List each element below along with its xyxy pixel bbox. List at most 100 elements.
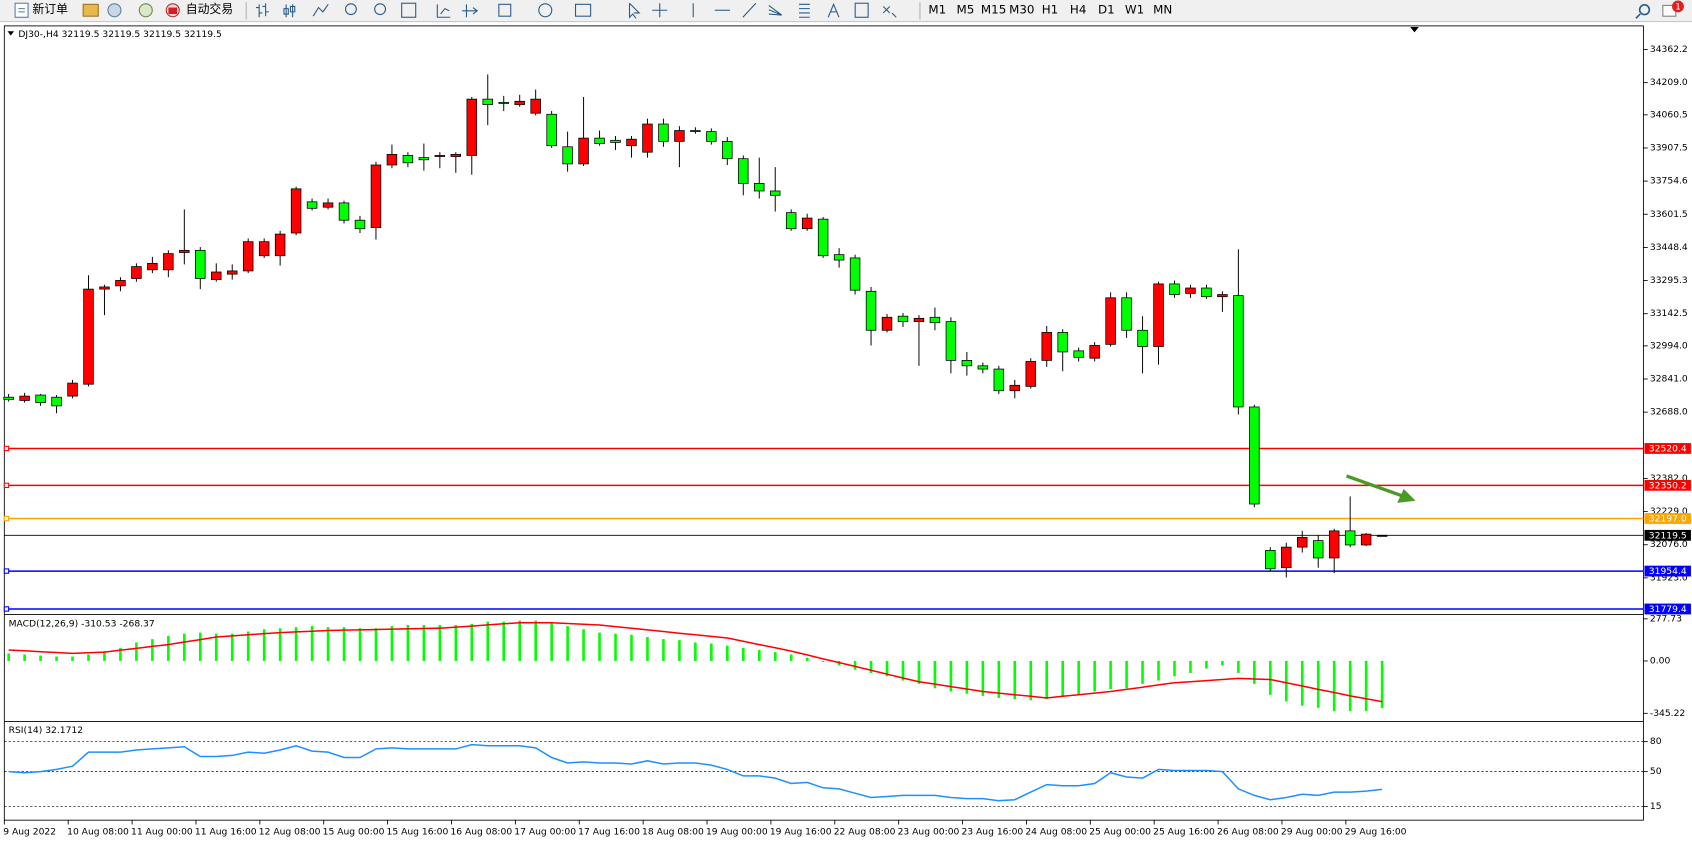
x-tick-label: 26 Aug 08:00 bbox=[1217, 827, 1279, 838]
x-tick-label: 15 Aug 16:00 bbox=[387, 827, 449, 838]
x-tick-label: 29 Aug 00:00 bbox=[1281, 827, 1343, 838]
candle-body bbox=[1376, 534, 1388, 537]
autoscroll-button[interactable] bbox=[436, 4, 451, 18]
new-order-button[interactable]: 新订单 bbox=[14, 2, 68, 18]
search-button[interactable] bbox=[1638, 4, 1651, 16]
timeframe-button[interactable]: M30 bbox=[1009, 3, 1034, 17]
candle-body bbox=[578, 137, 589, 165]
candle-body bbox=[993, 368, 1005, 392]
candle-body bbox=[1185, 287, 1196, 294]
icon-button[interactable] bbox=[107, 3, 122, 18]
macd-bar bbox=[119, 647, 122, 661]
level-label: 32350.2 bbox=[1649, 480, 1687, 491]
collapse-marker bbox=[7, 31, 15, 36]
candle-chart-button[interactable] bbox=[283, 4, 296, 18]
level-label: 31954.4 bbox=[1649, 566, 1687, 577]
timeframe-button[interactable]: H4 bbox=[1070, 3, 1086, 17]
timeframe-button[interactable]: D1 bbox=[1098, 3, 1115, 17]
macd-bar bbox=[326, 627, 330, 661]
candle-body bbox=[131, 266, 142, 279]
y-tick-label: 32688.0 bbox=[1650, 407, 1688, 418]
level-label: 32520.4 bbox=[1649, 444, 1687, 455]
trendline-button[interactable] bbox=[742, 2, 757, 18]
cursor-button[interactable] bbox=[628, 2, 641, 19]
y-tick-label: 31923.0 bbox=[1650, 572, 1688, 583]
period-button[interactable] bbox=[538, 3, 553, 18]
template-button[interactable] bbox=[574, 3, 592, 17]
timeframe-button[interactable]: M5 bbox=[957, 3, 975, 17]
shift-marker bbox=[1410, 26, 1419, 33]
icon-button[interactable] bbox=[82, 3, 99, 17]
fibo-button[interactable] bbox=[799, 3, 810, 18]
candle-body bbox=[322, 202, 334, 208]
macd-bar bbox=[741, 647, 745, 661]
macd-bar bbox=[1109, 660, 1112, 690]
macd-bar bbox=[1269, 660, 1272, 695]
notification-badge bbox=[1672, 0, 1684, 13]
icon bbox=[14, 2, 29, 18]
candle-body bbox=[418, 157, 430, 161]
auto-trading-button[interactable]: 自动交易 bbox=[165, 2, 233, 18]
timeframe-button[interactable]: M15 bbox=[981, 3, 1006, 17]
macd-bar bbox=[1077, 660, 1080, 695]
macd-bar bbox=[151, 639, 154, 661]
macd-bar bbox=[183, 633, 186, 661]
bar-chart-button[interactable] bbox=[255, 3, 269, 18]
macd-bar bbox=[470, 623, 474, 661]
candle-body bbox=[594, 137, 605, 144]
macd-bar bbox=[518, 620, 521, 661]
x-tick-label: 11 Aug 00:00 bbox=[131, 827, 193, 838]
candle-body bbox=[450, 153, 462, 157]
line-chart-button[interactable] bbox=[312, 4, 329, 17]
candle-body bbox=[19, 395, 30, 401]
macd-bar bbox=[103, 651, 106, 661]
candle-body bbox=[658, 123, 669, 142]
candle-body bbox=[1265, 549, 1276, 570]
timeframe-button[interactable]: H1 bbox=[1042, 3, 1058, 17]
level-label-bg bbox=[1644, 603, 1691, 615]
x-tick-label: 17 Aug 00:00 bbox=[514, 827, 576, 838]
zoom-in-button[interactable] bbox=[344, 3, 357, 16]
candle-body bbox=[258, 241, 270, 257]
timeframe-button[interactable]: W1 bbox=[1125, 3, 1144, 17]
candle-body bbox=[370, 164, 382, 228]
shapes-button[interactable] bbox=[882, 6, 897, 18]
text-button[interactable] bbox=[827, 2, 840, 18]
arrow-head bbox=[1397, 488, 1416, 503]
macd-bar bbox=[598, 632, 601, 661]
candle-body bbox=[242, 241, 254, 272]
macd-bar bbox=[198, 632, 202, 661]
candle-body bbox=[1233, 295, 1244, 408]
timeframe-button[interactable]: M1 bbox=[928, 3, 946, 17]
candle-body bbox=[1025, 361, 1036, 387]
y-tick-label: 50 bbox=[1650, 766, 1662, 777]
x-tick-label: 18 Aug 08:00 bbox=[642, 827, 704, 838]
y-tick-label: 34209.0 bbox=[1650, 77, 1688, 88]
timeframe-button[interactable]: MN bbox=[1153, 3, 1172, 17]
y-tick-label: 34362.2 bbox=[1650, 44, 1688, 55]
channel-button[interactable] bbox=[768, 4, 783, 16]
notification-count: 1 bbox=[1675, 3, 1681, 13]
zoom-out-button[interactable] bbox=[374, 3, 387, 16]
label-button[interactable] bbox=[854, 2, 869, 18]
y-tick-label: 33295.3 bbox=[1650, 275, 1688, 286]
macd-bar bbox=[1237, 660, 1240, 673]
candle-body bbox=[817, 218, 829, 257]
macd-bar bbox=[1380, 660, 1384, 709]
macd-bar bbox=[694, 642, 697, 661]
icon-button[interactable] bbox=[138, 3, 153, 18]
annotation-arrow[interactable] bbox=[1345, 474, 1416, 503]
y-tick-label: 33142.5 bbox=[1650, 308, 1688, 319]
candle-body bbox=[163, 253, 174, 271]
candle-body bbox=[690, 130, 701, 132]
crosshair-button[interactable] bbox=[652, 3, 668, 18]
shift-button[interactable] bbox=[462, 4, 479, 18]
indicators-button[interactable] bbox=[498, 3, 512, 17]
macd-bar bbox=[917, 660, 921, 684]
level-handle bbox=[3, 568, 10, 574]
macd-bar bbox=[566, 626, 569, 661]
candle-body bbox=[1057, 332, 1068, 353]
level-label-bg bbox=[1644, 479, 1691, 491]
candle-body bbox=[354, 219, 366, 230]
tile-button[interactable] bbox=[401, 2, 417, 18]
